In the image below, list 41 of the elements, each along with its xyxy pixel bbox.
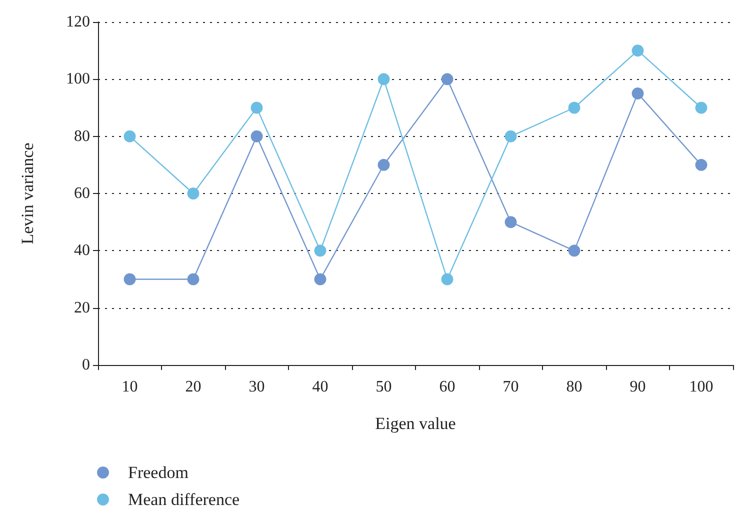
point bbox=[250, 130, 263, 142]
point bbox=[504, 216, 517, 228]
point bbox=[187, 188, 200, 200]
point bbox=[124, 273, 136, 286]
x-tick-label: 50 bbox=[376, 378, 392, 396]
point bbox=[632, 44, 644, 57]
point bbox=[250, 102, 263, 114]
point bbox=[504, 130, 517, 142]
point bbox=[695, 158, 708, 171]
point bbox=[314, 244, 326, 257]
x-axis-title: Eigen value bbox=[375, 414, 456, 433]
point bbox=[568, 244, 580, 257]
y-tick-label: 80 bbox=[74, 128, 90, 145]
y-tick-label: 0 bbox=[82, 356, 90, 374]
y-tick-label: 60 bbox=[74, 185, 90, 202]
point bbox=[441, 73, 454, 86]
x-tick-label: 100 bbox=[689, 378, 714, 396]
x-tick-label: 60 bbox=[439, 378, 456, 396]
point bbox=[378, 73, 390, 86]
y-tick-label: 120 bbox=[66, 14, 90, 30]
point bbox=[695, 102, 708, 114]
point bbox=[632, 87, 644, 100]
x-tick-label: 30 bbox=[248, 378, 265, 396]
x-tick-label: 20 bbox=[185, 378, 202, 396]
point bbox=[124, 130, 136, 142]
y-tick-label: 100 bbox=[66, 70, 90, 88]
point bbox=[187, 273, 200, 286]
point bbox=[441, 273, 454, 286]
y-tick-label: 20 bbox=[74, 299, 90, 316]
x-tick-label: 90 bbox=[630, 378, 646, 396]
y-axis-title: Levin variance bbox=[18, 142, 37, 244]
point bbox=[568, 102, 580, 114]
legend-label: Freedom bbox=[128, 463, 188, 482]
point bbox=[314, 273, 326, 286]
x-tick-label: 40 bbox=[312, 378, 328, 396]
legend-label: Mean difference bbox=[128, 490, 240, 509]
y-tick-label: 40 bbox=[74, 242, 90, 260]
point bbox=[378, 158, 390, 171]
x-tick-label: 80 bbox=[566, 378, 582, 396]
x-tick-label: 10 bbox=[122, 378, 138, 396]
x-tick-label: 70 bbox=[502, 378, 519, 396]
